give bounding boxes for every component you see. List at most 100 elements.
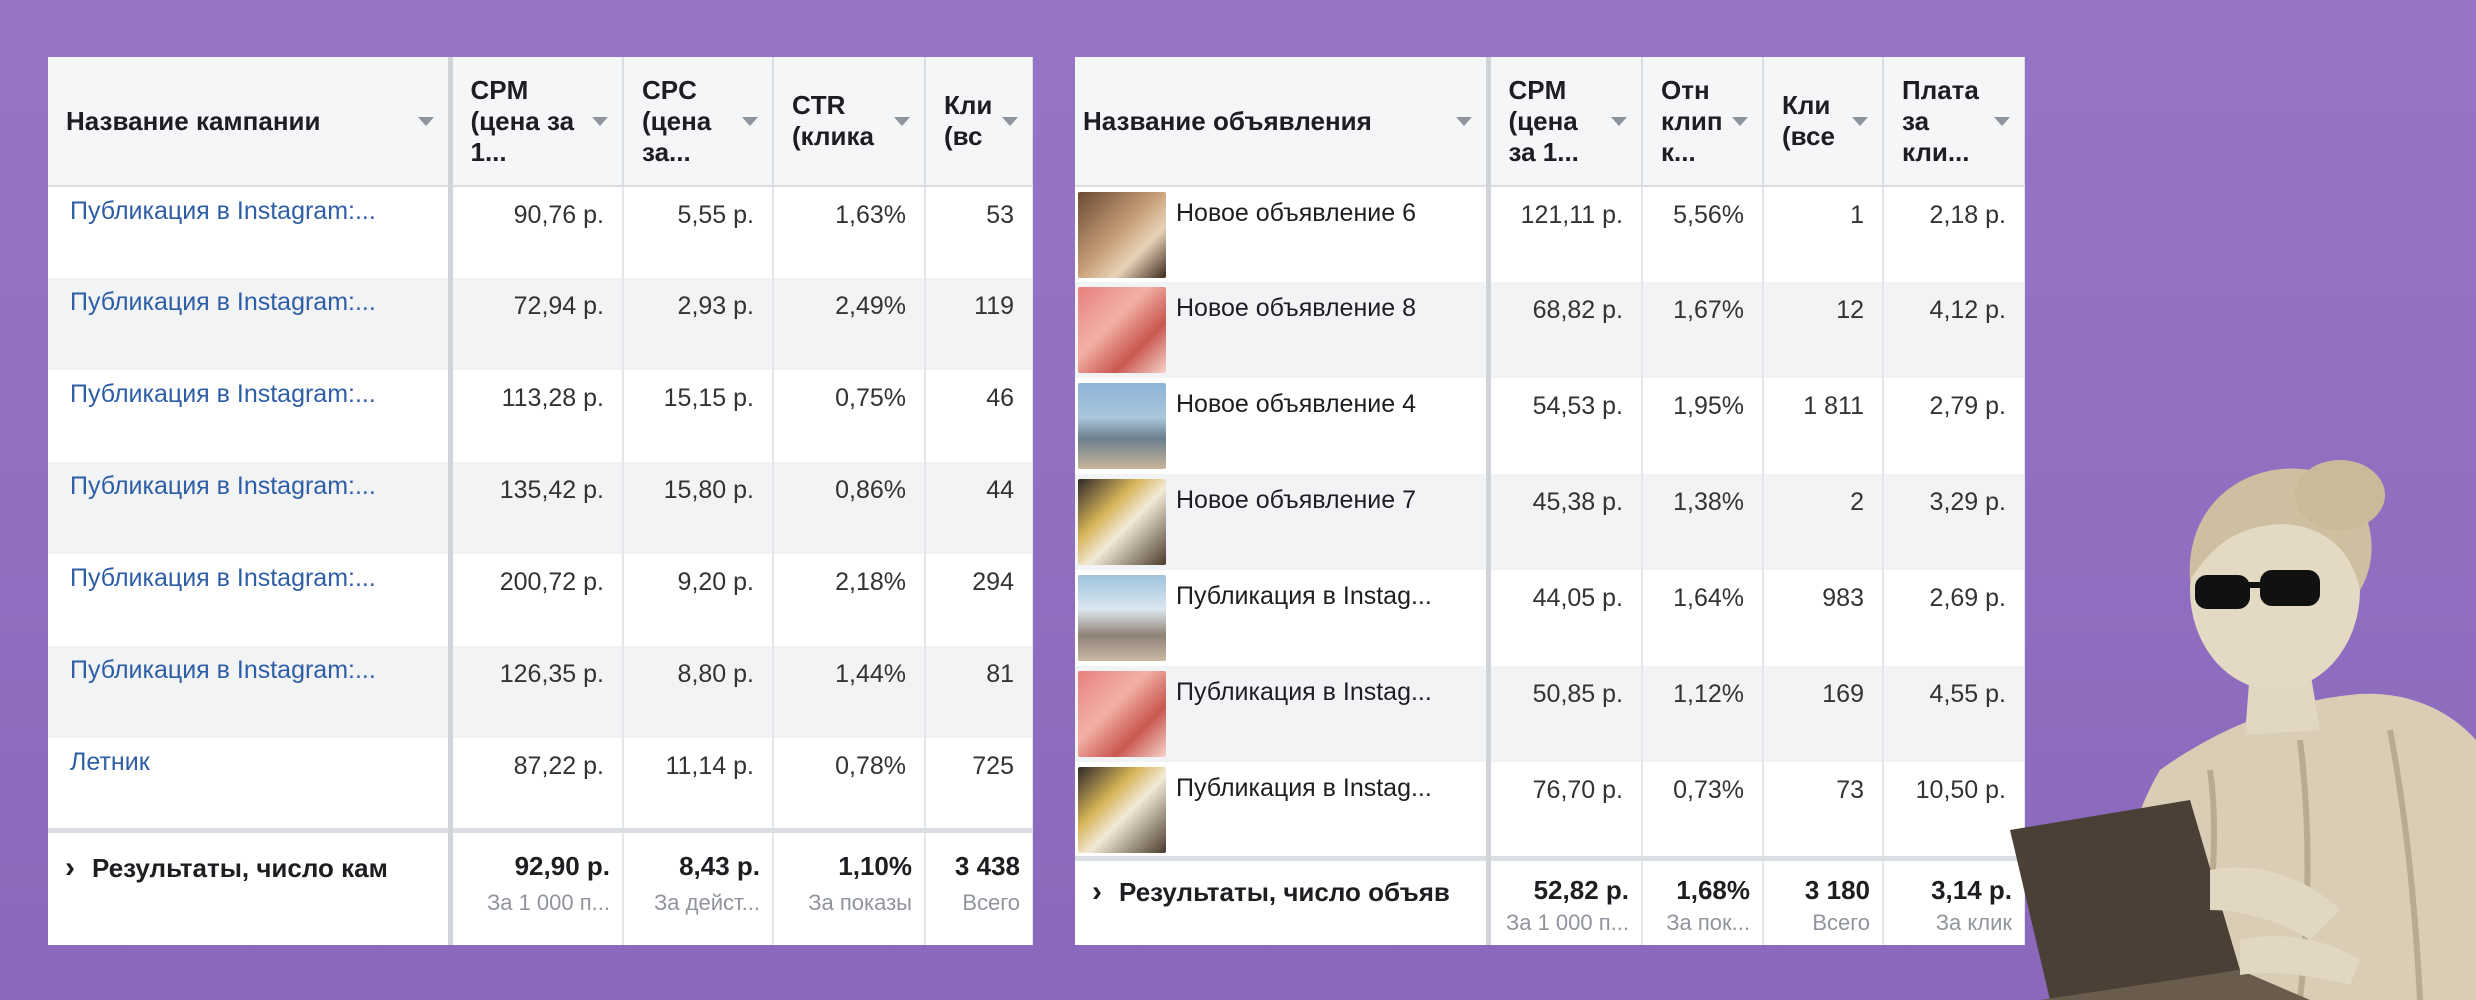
relative-clicks-cell: 1,64% <box>1642 570 1764 666</box>
campaign-name-link[interactable]: Публикация в Instagram:... <box>48 186 453 278</box>
ad-thumbnail-image[interactable] <box>1078 671 1166 757</box>
campaign-name-link[interactable]: Публикация в Instagram:... <box>48 462 453 554</box>
cost-per-click-cell: 2,18 р. <box>1883 186 2025 282</box>
ad-thumbnail-image[interactable] <box>1078 383 1166 469</box>
totals-cpm: 52,82 р. <box>1533 874 1629 905</box>
totals-label: Результаты, число объяв <box>1119 876 1450 907</box>
cpm-cell: 76,70 р. <box>1488 762 1643 858</box>
clicks-cell: 2 <box>1763 474 1884 570</box>
ad-name-cell[interactable]: Новое объявление 8 <box>1075 282 1491 378</box>
totals-cpm-cell: 92,90 р. За 1 000 п... <box>450 827 624 945</box>
clicks-cell: 1 <box>1763 186 1884 282</box>
campaign-name-link[interactable]: Публикация в Instagram:... <box>48 646 453 738</box>
cpc-cell: 5,55 р. <box>623 186 774 278</box>
sort-icon[interactable] <box>894 117 910 126</box>
sort-icon[interactable] <box>1455 117 1472 126</box>
clicks-cell: 53 <box>925 186 1033 278</box>
sort-icon[interactable] <box>1002 117 1018 126</box>
table-row: Публикация в Instag... 44,05 р. 1,64% 983 2,… <box>1075 570 2025 666</box>
chevron-right-icon[interactable]: › <box>65 850 75 884</box>
ad-name-cell[interactable]: Новое объявление 6 <box>1075 186 1491 282</box>
ad-name-cell[interactable]: Новое объявление 7 <box>1075 474 1491 570</box>
cpm-cell: 87,22 р. <box>450 738 624 830</box>
cpc-cell: 11,14 р. <box>623 738 774 830</box>
totals-cpm-cell: 52,82 р. За 1 000 п... <box>1488 855 1643 945</box>
ad-name-cell[interactable]: Публикация в Instag... <box>1075 666 1491 762</box>
totals-label-cell[interactable]: › Результаты, число объяв <box>1075 855 1491 945</box>
sort-icon[interactable] <box>742 117 758 126</box>
ad-name[interactable]: Публикация в Instag... <box>1176 678 1432 706</box>
sort-icon[interactable] <box>1732 117 1748 126</box>
cpm-cell: 90,76 р. <box>450 186 624 278</box>
ad-name[interactable]: Публикация в Instag... <box>1176 582 1432 610</box>
clicks-cell: 12 <box>1763 282 1884 378</box>
ad-name[interactable]: Новое объявление 4 <box>1176 390 1416 418</box>
column-header-cpc[interactable]: CPC (цена за... <box>623 57 774 187</box>
ctr-cell: 1,63% <box>773 186 926 278</box>
campaign-name-link[interactable]: Публикация в Instagram:... <box>48 278 453 370</box>
totals-clicks-sub: Всего <box>962 889 1020 915</box>
ctr-cell: 2,18% <box>773 554 926 646</box>
totals-rel-cell: 1,68% За пок... <box>1642 855 1764 945</box>
ctr-cell: 0,75% <box>773 370 926 462</box>
ad-name[interactable]: Новое объявление 6 <box>1176 199 1416 227</box>
ad-name-cell[interactable]: Новое объявление 4 <box>1075 378 1491 474</box>
column-header-cost-per-click[interactable]: Плата за кли... <box>1883 57 2025 187</box>
column-header-clicks[interactable]: Кли (вс <box>925 57 1033 187</box>
campaign-name-link[interactable]: Летник <box>48 738 453 830</box>
ad-thumbnail-image[interactable] <box>1078 575 1166 661</box>
ad-thumbnail-image[interactable] <box>1078 287 1166 373</box>
sort-icon[interactable] <box>417 117 434 126</box>
table-row: Публикация в Instagram:... 113,28 р. 15,… <box>48 370 1033 462</box>
ad-name[interactable]: Публикация в Instag... <box>1176 774 1432 802</box>
chevron-right-icon[interactable]: › <box>1092 874 1102 908</box>
ad-name[interactable]: Новое объявление 7 <box>1176 486 1416 514</box>
column-header-relative-clicks[interactable]: Отн клип к... <box>1642 57 1764 187</box>
table-row: Летник 87,22 р. 11,14 р. 0,78% 725 <box>48 738 1033 830</box>
ad-thumbnail-image[interactable] <box>1078 192 1166 278</box>
column-header-cpm[interactable]: CPM (цена за 1... <box>450 57 624 187</box>
totals-label-cell[interactable]: › Результаты, число кам <box>48 827 453 945</box>
cpc-cell: 15,80 р. <box>623 462 774 554</box>
cpm-cell: 200,72 р. <box>450 554 624 646</box>
totals-clicks-cell: 3 438 Всего <box>925 827 1033 945</box>
table-row: Публикация в Instagram:... 126,35 р. 8,8… <box>48 646 1033 738</box>
table-row: Публикация в Instagram:... 200,72 р. 9,2… <box>48 554 1033 646</box>
campaign-name-link[interactable]: Публикация в Instagram:... <box>48 370 453 462</box>
totals-clicks: 3 180 <box>1804 874 1870 905</box>
totals-cpc-cell: 8,43 р. За дейст... <box>623 827 774 945</box>
totals-cpm-sub: За 1 000 п... <box>1505 909 1629 935</box>
sort-icon[interactable] <box>1852 117 1868 126</box>
ad-name-cell[interactable]: Публикация в Instag... <box>1075 762 1491 858</box>
sort-icon[interactable] <box>1611 117 1627 126</box>
column-header-cpm[interactable]: CPM (цена за 1... <box>1488 57 1643 187</box>
sort-icon[interactable] <box>1994 117 2010 126</box>
cpc-cell: 9,20 р. <box>623 554 774 646</box>
totals-cost-cell: 3,14 р. За клик <box>1883 855 2025 945</box>
column-header-campaign-name[interactable]: Название кампании <box>48 57 453 187</box>
campaign-name-link[interactable]: Публикация в Instagram:... <box>48 554 453 646</box>
cpm-cell: 68,82 р. <box>1488 282 1643 378</box>
clicks-cell: 73 <box>1763 762 1884 858</box>
ad-name[interactable]: Новое объявление 8 <box>1176 294 1416 322</box>
totals-label: Результаты, число кам <box>92 852 388 883</box>
totals-row: › Результаты, число кам 92,90 р. За 1 000 … <box>48 827 1033 945</box>
cost-per-click-cell: 4,55 р. <box>1883 666 2025 762</box>
totals-cpm: 92,90 р. <box>514 850 610 881</box>
cost-per-click-cell: 10,50 р. <box>1883 762 2025 858</box>
sort-icon[interactable] <box>592 117 608 126</box>
column-header-ad-name[interactable]: Название объявления <box>1075 57 1491 187</box>
totals-cost-sub: За клик <box>1935 909 2012 935</box>
column-header-ctr[interactable]: CTR (клика <box>773 57 926 187</box>
totals-cpm-sub: За 1 000 п... <box>486 889 610 915</box>
cost-per-click-cell: 2,69 р. <box>1883 570 2025 666</box>
totals-row: › Результаты, число объяв 52,82 р. За 1 00… <box>1075 855 2025 945</box>
ad-name-cell[interactable]: Публикация в Instag... <box>1075 570 1491 666</box>
ad-thumbnail-image[interactable] <box>1078 767 1166 853</box>
clicks-cell: 983 <box>1763 570 1884 666</box>
clicks-cell: 725 <box>925 738 1033 830</box>
cpm-cell: 135,42 р. <box>450 462 624 554</box>
column-header-clicks[interactable]: Кли (все <box>1763 57 1884 187</box>
ctr-cell: 0,86% <box>773 462 926 554</box>
ad-thumbnail-image[interactable] <box>1078 479 1166 565</box>
